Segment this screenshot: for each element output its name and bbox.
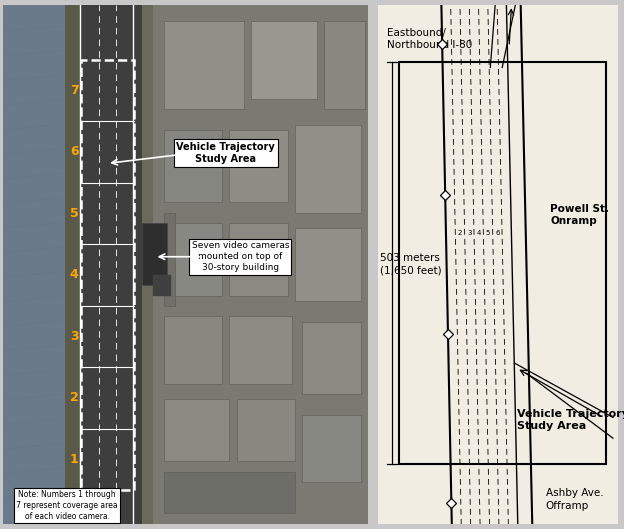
Bar xyxy=(163,472,295,513)
Text: Seven video cameras
mounted on top of
30-story building: Seven video cameras mounted on top of 30… xyxy=(192,241,289,272)
Text: Vehicle Trajectory
Study Area: Vehicle Trajectory Study Area xyxy=(517,409,624,431)
Bar xyxy=(163,399,230,461)
Bar xyxy=(163,21,244,109)
Text: 2: 2 xyxy=(458,231,462,236)
Text: Eastbound/
Northbound I-80: Eastbound/ Northbound I-80 xyxy=(387,28,472,50)
Bar xyxy=(153,275,171,296)
Bar xyxy=(142,223,167,285)
Text: Ashby Ave.
Offramp: Ashby Ave. Offramp xyxy=(545,488,603,511)
Text: 5: 5 xyxy=(486,231,490,236)
Text: 3: 3 xyxy=(467,231,472,236)
Bar xyxy=(163,316,222,384)
Bar xyxy=(303,415,361,482)
Bar xyxy=(230,316,291,384)
Bar xyxy=(236,399,295,461)
Bar xyxy=(399,62,606,464)
Text: 6: 6 xyxy=(70,145,79,158)
Text: 4: 4 xyxy=(70,268,79,281)
Bar xyxy=(303,322,361,394)
Bar xyxy=(80,5,142,524)
Bar xyxy=(163,130,222,202)
Text: Powell St.
Onramp: Powell St. Onramp xyxy=(550,204,610,226)
Bar xyxy=(251,21,317,98)
Text: Vehicle Trajectory
Study Area: Vehicle Trajectory Study Area xyxy=(177,142,275,164)
Bar xyxy=(3,5,65,524)
Text: 503 meters
(1,650 feet): 503 meters (1,650 feet) xyxy=(380,253,442,276)
Text: 7: 7 xyxy=(70,84,79,97)
Bar xyxy=(295,124,361,213)
Bar xyxy=(65,5,80,524)
Text: 3: 3 xyxy=(70,330,79,343)
Text: Note: Numbers 1 through
7 represent coverage area
of each video camera.: Note: Numbers 1 through 7 represent cove… xyxy=(16,490,118,521)
Text: 2: 2 xyxy=(70,391,79,404)
Bar xyxy=(295,228,361,301)
Bar xyxy=(163,223,222,296)
Bar xyxy=(324,21,364,109)
Bar xyxy=(142,5,153,524)
Text: 1: 1 xyxy=(70,453,79,466)
Text: 4: 4 xyxy=(477,231,481,236)
Bar xyxy=(163,213,175,306)
Bar xyxy=(153,5,368,524)
Text: 5: 5 xyxy=(70,207,79,220)
Bar xyxy=(230,130,288,202)
Bar xyxy=(230,223,288,296)
Text: 6: 6 xyxy=(495,231,500,236)
